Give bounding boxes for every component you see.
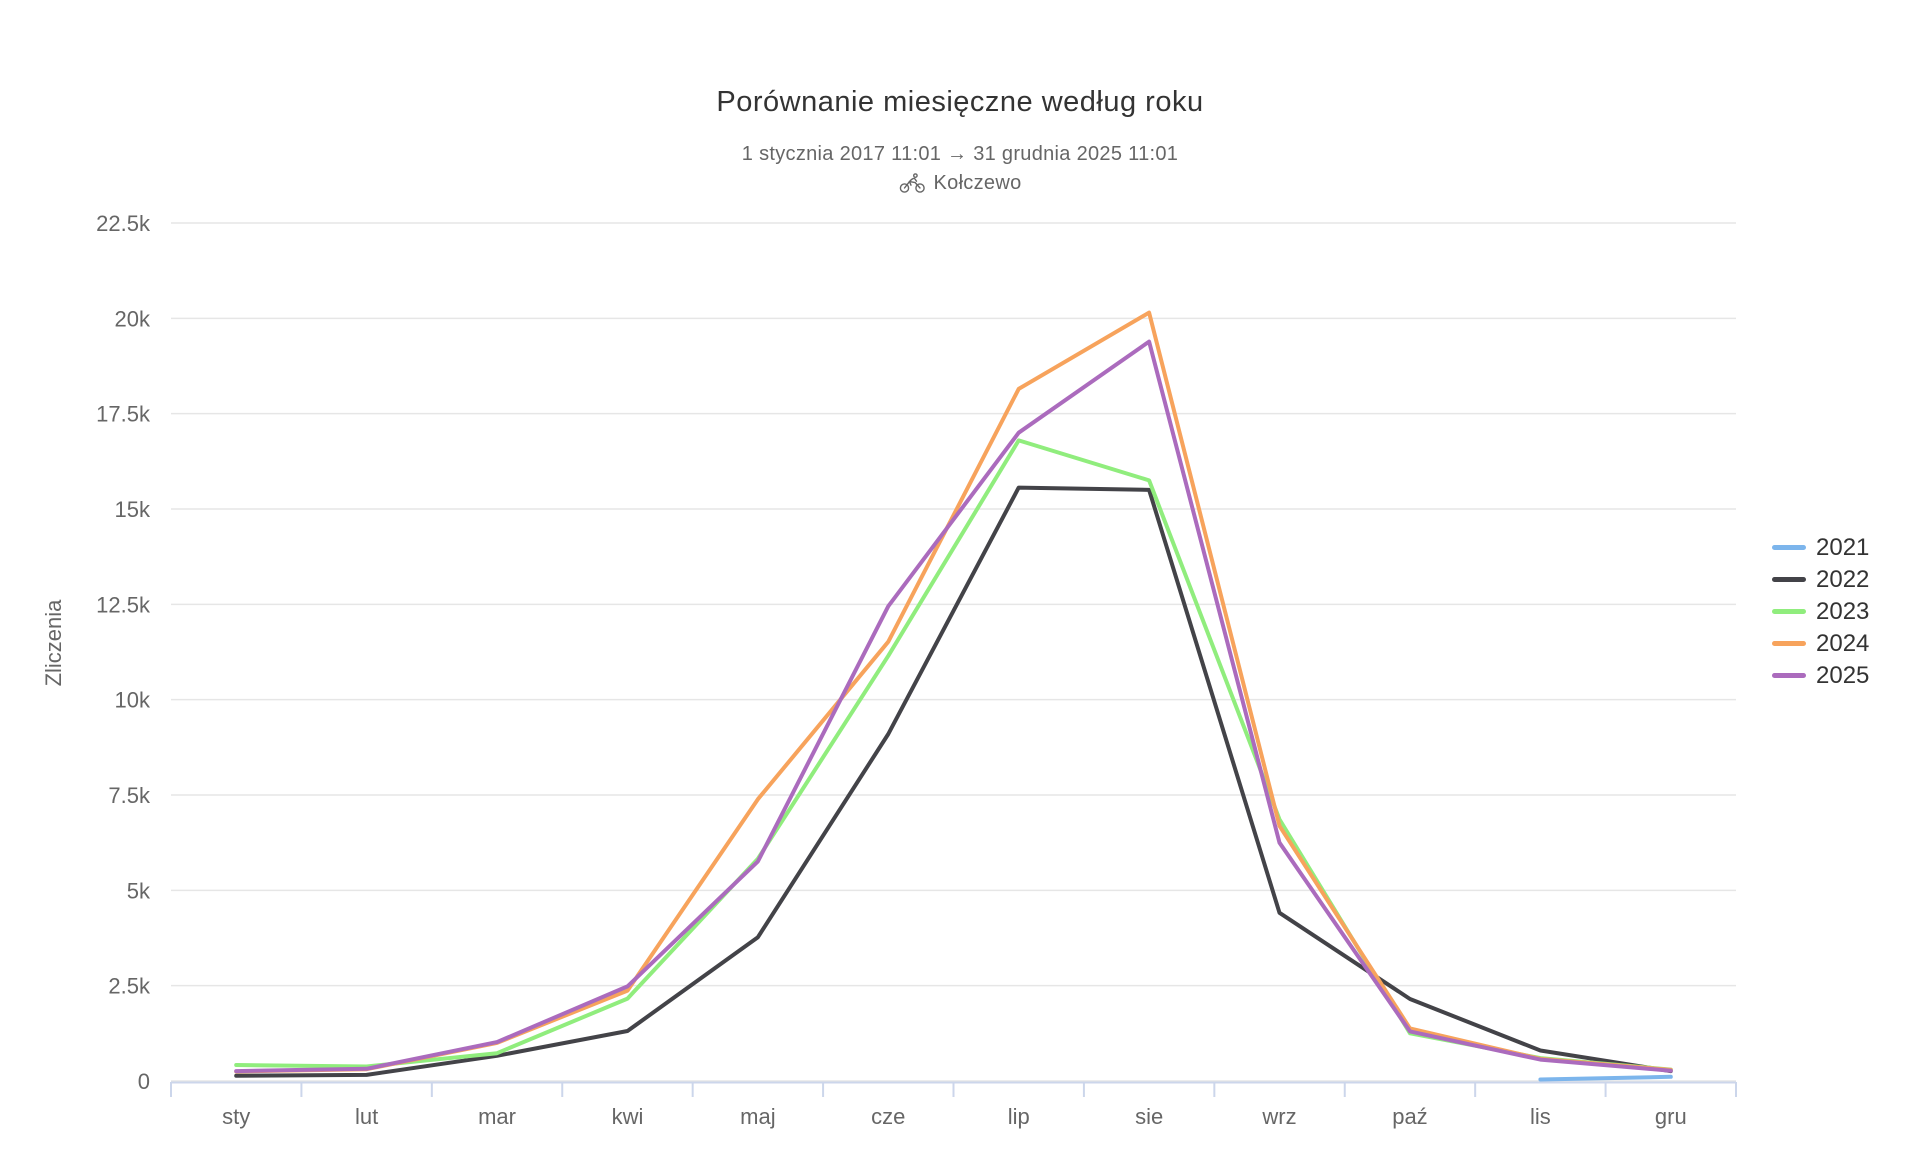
legend-label: 2021 [1816, 533, 1870, 561]
x-tick-label: wrz [1261, 1104, 1296, 1129]
y-tick-label: 10k [115, 688, 151, 713]
y-tick-label: 0 [138, 1069, 150, 1094]
legend-swatch [1772, 673, 1806, 678]
y-tick-label: 7.5k [108, 783, 151, 808]
y-tick-label: 22.5k [96, 211, 151, 236]
legend-label: 2024 [1816, 629, 1870, 657]
chart-location: Kołczewo [0, 172, 1920, 195]
x-tick-label: sty [222, 1104, 250, 1129]
x-tick-label: mar [478, 1104, 516, 1129]
legend-label: 2022 [1816, 565, 1870, 593]
legend-item-2023[interactable]: 2023 [1772, 597, 1870, 625]
legend-item-2024[interactable]: 2024 [1772, 629, 1870, 657]
x-tick-label: cze [871, 1104, 905, 1129]
series-line-2025[interactable] [234, 339, 1673, 1074]
chart-subtitle: 1 stycznia 2017 11:01 → 31 grudnia 2025 … [741, 143, 1179, 165]
series-line-2023[interactable] [234, 438, 1673, 1072]
x-tick-label: maj [740, 1104, 775, 1129]
legend-swatch [1772, 545, 1806, 550]
legend-label: 2023 [1816, 597, 1870, 625]
location-label: Kołczewo [933, 172, 1022, 194]
legend-item-2021[interactable]: 2021 [1772, 533, 1870, 561]
x-tick-label: lis [1530, 1104, 1551, 1129]
legend-item-2022[interactable]: 2022 [1772, 565, 1870, 593]
chart-title: Porównanie miesięczne według roku [716, 86, 1204, 118]
cyclist-icon [899, 173, 925, 193]
x-tick-label: sie [1135, 1104, 1163, 1129]
y-tick-label: 17.5k [96, 402, 151, 427]
x-tick-label: paź [1392, 1104, 1427, 1129]
series-line-2021[interactable] [1538, 1074, 1673, 1082]
legend-swatch [1772, 577, 1806, 582]
y-tick-label: 12.5k [96, 592, 151, 617]
y-tick-label: 5k [127, 878, 151, 903]
legend-swatch [1772, 641, 1806, 646]
series-line-2022[interactable] [234, 485, 1673, 1078]
y-tick-label: 20k [115, 306, 151, 331]
x-tick-label: gru [1655, 1104, 1687, 1129]
legend-swatch [1772, 609, 1806, 614]
y-tick-label: 15k [115, 497, 151, 522]
legend-item-2025[interactable]: 2025 [1772, 661, 1870, 689]
y-tick-label: 2.5k [108, 974, 151, 999]
legend: 2021 2022 2023 2024 2025 [1772, 533, 1870, 689]
x-tick-label: lut [355, 1104, 378, 1129]
x-tick-label: kwi [612, 1104, 644, 1129]
series-line-2024[interactable] [234, 310, 1673, 1074]
legend-label: 2025 [1816, 661, 1870, 689]
x-tick-label: lip [1008, 1104, 1030, 1129]
